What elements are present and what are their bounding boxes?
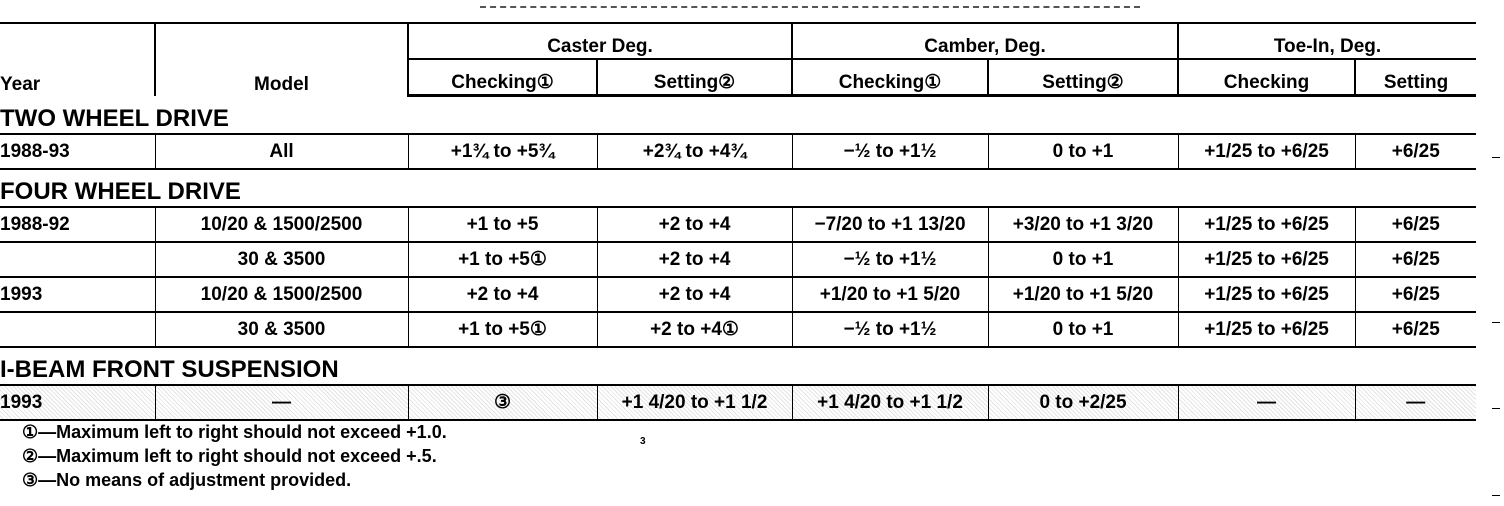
section-title: FOUR WHEEL DRIVE (0, 169, 1477, 208)
cell-toe-set: +6/25 (1354, 134, 1477, 170)
section-header: FOUR WHEEL DRIVE (0, 169, 1477, 208)
cell-toe-check: +1/25 to +6/25 (1177, 277, 1356, 313)
cell-model: 10/20 & 1500/2500 (154, 207, 408, 243)
cell-caster-check: +1 to +5 (407, 207, 597, 243)
cell-caster-check: +1 to +5① (407, 242, 597, 278)
top-rule (480, 6, 1140, 8)
cell-year: 1993 (0, 385, 155, 421)
margin-tick (1492, 322, 1500, 323)
cell-toe-check: +1/25 to +6/25 (1177, 207, 1356, 243)
header-camber: Camber, Deg. (791, 22, 1179, 60)
table-row: 30 & 3500 +1 to +5① +2 to +4 −½ to +1½ 0 to … (0, 242, 1477, 278)
footnote-2: ②—Maximum left to right should not excee… (22, 446, 437, 466)
cell-model: 10/20 & 1500/2500 (154, 277, 408, 313)
footnotes: ①—Maximum left to right should not excee… (22, 420, 447, 492)
cell-caster-check: +2 to +4 (407, 277, 597, 313)
table-row: 1988-93 All +1¾ to +5¾ +2¾ to +4¾ −½ to +1½ 0… (0, 134, 1477, 170)
header-year: Year (0, 22, 155, 96)
section-title: I-BEAM FRONT SUSPENSION (0, 347, 1477, 386)
cell-camber-check: −½ to +1½ (791, 242, 989, 278)
cell-year: 1988-92 (0, 207, 155, 243)
cell-toe-check: +1/25 to +6/25 (1177, 312, 1356, 348)
cell-camber-check: −7/20 to +1 13/20 (791, 207, 989, 243)
cell-caster-check: +1¾ to +5¾ (407, 134, 597, 170)
cell-toe-set: +6/25 (1354, 277, 1477, 313)
cell-camber-set: +3/20 to +1 3/20 (987, 207, 1179, 243)
margin-tick (1492, 157, 1500, 158)
table-row: 1993 10/20 & 1500/2500 +2 to +4 +2 to +4 +1/… (0, 277, 1477, 313)
header-toe-setting: Setting (1354, 59, 1477, 97)
section-header: I-BEAM FRONT SUSPENSION (0, 347, 1477, 386)
section-title: TWO WHEEL DRIVE (0, 95, 1477, 135)
table-row: 30 & 3500 +1 to +5① +2 to +4① −½ to +1½ 0 to… (0, 312, 1477, 348)
table-row: 1988-92 10/20 & 1500/2500 +1 to +5 +2 to +4… (0, 207, 1477, 243)
alignment-spec-table: Year Model Caster Deg. Camber, Deg. Toe-… (0, 22, 1477, 421)
cell-camber-check: +1/20 to +1 5/20 (791, 277, 989, 313)
footnote-3: ③—No means of adjustment provided. (22, 470, 352, 490)
cell-camber-set: 0 to +1 (987, 242, 1179, 278)
footnote-1: ①—Maximum left to right should not excee… (22, 422, 447, 442)
section-header: TWO WHEEL DRIVE (0, 95, 1477, 135)
header-group-row: Year Model Caster Deg. Camber, Deg. Toe-… (0, 22, 1477, 96)
cell-caster-set: +2 to +4 (596, 207, 793, 243)
margin-tick (1492, 495, 1500, 496)
header-camber-setting: Setting② (987, 59, 1179, 97)
cell-caster-set: +2 to +4① (596, 312, 793, 348)
stray-mark: 3 (640, 436, 646, 447)
header-caster-checking: Checking① (407, 59, 597, 97)
cell-toe-set: +6/25 (1354, 312, 1477, 348)
table-row: 1993— ③ +1 4/20 to +1 1/2 +1 4/20 to +1 1/2… (0, 385, 1477, 421)
cell-toe-check: +1/25 to +6/25 (1177, 134, 1356, 170)
header-camber-checking: Checking① (791, 59, 989, 97)
header-sub-row: Checking① Setting② Checking① Setting② Ch… (0, 59, 1477, 97)
cell-year (0, 242, 155, 278)
cell-camber-check: +1 4/20 to +1 1/2 (791, 385, 989, 421)
cell-caster-set: +2¾ to +4¾ (596, 134, 793, 170)
header-toe-in: Toe-In, Deg. (1177, 22, 1477, 60)
header-model: Model (154, 22, 408, 96)
cell-caster-check: +1 to +5① (407, 312, 597, 348)
cell-year (0, 312, 155, 348)
margin-tick (1492, 408, 1500, 409)
cell-camber-set: 0 to +1 (987, 312, 1179, 348)
cell-camber-set: +1/20 to +1 5/20 (987, 277, 1179, 313)
cell-caster-set: +1 4/20 to +1 1/2 (596, 385, 793, 421)
header-caster: Caster Deg. (406, 22, 793, 60)
cell-toe-set: — (1354, 385, 1477, 421)
cell-camber-set: 0 to +2/25 (987, 385, 1179, 421)
cell-year: 1993 (0, 277, 155, 313)
cell-toe-check: +1/25 to +6/25 (1177, 242, 1356, 278)
header-toe-checking: Checking (1177, 59, 1356, 97)
cell-caster-set: +2 to +4 (596, 277, 793, 313)
cell-model: 30 & 3500 (154, 242, 408, 278)
cell-model: — (154, 385, 408, 421)
header-caster-setting: Setting② (595, 59, 793, 97)
cell-camber-check: −½ to +1½ (791, 312, 989, 348)
cell-model: All (154, 134, 408, 170)
cell-toe-set: +6/25 (1354, 242, 1477, 278)
cell-caster-set: +2 to +4 (596, 242, 793, 278)
cell-model: 30 & 3500 (154, 312, 408, 348)
cell-toe-set: +6/25 (1354, 207, 1477, 243)
cell-toe-check: — (1177, 385, 1356, 421)
cell-year: 1988-93 (0, 134, 155, 170)
cell-caster-check: ③ (407, 385, 597, 421)
cell-camber-check: −½ to +1½ (791, 134, 989, 170)
cell-camber-set: 0 to +1 (987, 134, 1179, 170)
